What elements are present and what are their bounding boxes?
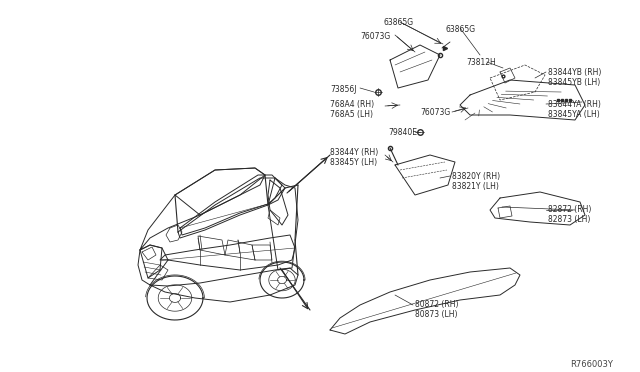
- Text: 80873 (LH): 80873 (LH): [415, 310, 458, 319]
- Text: R766003Y: R766003Y: [570, 360, 613, 369]
- Text: 76073G: 76073G: [360, 32, 390, 41]
- Text: 83844YA (RH): 83844YA (RH): [548, 100, 601, 109]
- Text: 79840E: 79840E: [388, 128, 417, 137]
- Text: 83845Y (LH): 83845Y (LH): [330, 158, 377, 167]
- Text: 83845YA (LH): 83845YA (LH): [548, 110, 600, 119]
- Text: 76073G: 76073G: [420, 108, 451, 117]
- Text: 73856J: 73856J: [330, 85, 356, 94]
- Text: 73812H: 73812H: [466, 58, 496, 67]
- Text: 80872 (RH): 80872 (RH): [415, 300, 458, 309]
- Text: 83845YB (LH): 83845YB (LH): [548, 78, 600, 87]
- Text: 768A5 (LH): 768A5 (LH): [330, 110, 373, 119]
- Text: 82872 (RH): 82872 (RH): [548, 205, 591, 214]
- Text: 83821Y (LH): 83821Y (LH): [452, 182, 499, 191]
- Text: 83844Y (RH): 83844Y (RH): [330, 148, 378, 157]
- Text: 768A4 (RH): 768A4 (RH): [330, 100, 374, 109]
- Text: 63865G: 63865G: [445, 25, 475, 34]
- Text: 83844YB (RH): 83844YB (RH): [548, 68, 602, 77]
- Text: 63865G: 63865G: [383, 18, 413, 27]
- Text: 83820Y (RH): 83820Y (RH): [452, 172, 500, 181]
- Text: 82873 (LH): 82873 (LH): [548, 215, 590, 224]
